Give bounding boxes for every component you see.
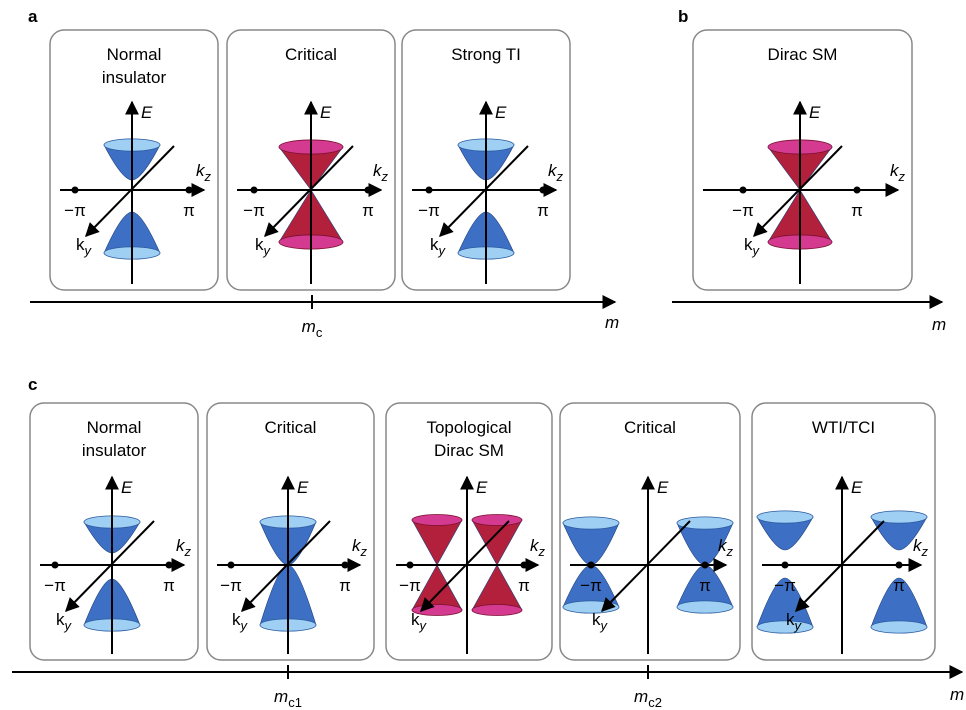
pi-label: π	[339, 576, 351, 595]
pi-point	[740, 187, 747, 194]
energy-label: E	[851, 478, 863, 497]
kz-label-sub: z	[184, 544, 192, 559]
tick-label: mc1	[274, 687, 302, 710]
box-title: Topological	[426, 418, 511, 437]
energy-label: E	[476, 478, 488, 497]
tick-label: mc	[302, 317, 323, 340]
pi-label: π	[537, 201, 549, 220]
axis-label: m	[950, 685, 964, 704]
kz-label-sub: z	[360, 544, 368, 559]
pi-label: π	[183, 201, 195, 220]
pi-label: −π	[580, 576, 602, 595]
energy-label: E	[121, 478, 133, 497]
kz-label-sub: z	[898, 169, 906, 184]
band-edge	[677, 517, 733, 529]
band-edge	[472, 515, 522, 526]
pi-label: π	[699, 576, 711, 595]
kz-label-sub: z	[726, 544, 734, 559]
kz-label-sub: z	[538, 544, 546, 559]
pi-label: π	[518, 576, 530, 595]
panel-letter: b	[678, 7, 688, 26]
pi-label: −π	[399, 576, 421, 595]
band-edge	[412, 605, 462, 616]
energy-label: E	[141, 103, 153, 122]
energy-label: E	[809, 103, 821, 122]
pi-label: −π	[418, 201, 440, 220]
band-edge	[757, 511, 813, 523]
pi-point	[521, 562, 528, 569]
box-title: insulator	[102, 68, 167, 87]
pi-label: −π	[774, 576, 796, 595]
box-title: Critical	[265, 418, 317, 437]
kz-label-sub: z	[381, 169, 389, 184]
pi-point	[540, 187, 547, 194]
box-title: Critical	[624, 418, 676, 437]
tick-label-sub: c2	[648, 695, 662, 710]
pi-point	[365, 187, 372, 194]
box-title: Normal	[87, 418, 142, 437]
pi-point	[426, 187, 433, 194]
pi-point	[72, 187, 79, 194]
axis-label: m	[932, 315, 946, 334]
pi-label: −π	[220, 576, 242, 595]
tick-label-sub: c1	[288, 695, 302, 710]
pi-point	[251, 187, 258, 194]
pi-point	[854, 187, 861, 194]
box-title: WTI/TCI	[812, 418, 875, 437]
box-title: insulator	[82, 441, 147, 460]
box-title: Critical	[285, 45, 337, 64]
tick-label-base: m	[634, 687, 648, 706]
band-edge	[412, 515, 462, 526]
kz-label-sub: z	[204, 169, 212, 184]
box-title: Strong TI	[451, 45, 521, 64]
panel-letter: c	[28, 375, 37, 394]
energy-label: E	[297, 478, 309, 497]
box-title: Dirac SM	[768, 45, 838, 64]
band-edge	[871, 621, 927, 633]
box-title: Dirac SM	[434, 441, 504, 460]
pi-label: −π	[732, 201, 754, 220]
band-edge	[677, 601, 733, 613]
panel-letter: a	[28, 7, 38, 26]
energy-label: E	[320, 103, 332, 122]
energy-label: E	[495, 103, 507, 122]
kz-label-sub: z	[921, 544, 929, 559]
pi-point	[896, 562, 903, 569]
pi-label: π	[362, 201, 374, 220]
pi-point	[407, 562, 414, 569]
pi-label: π	[163, 576, 175, 595]
band-edge	[757, 621, 813, 633]
pi-point	[782, 562, 789, 569]
box-title: Normal	[107, 45, 162, 64]
kz-label-sub: z	[556, 169, 564, 184]
pi-label: −π	[243, 201, 265, 220]
band-edge	[472, 605, 522, 616]
pi-point	[52, 562, 59, 569]
pi-point	[228, 562, 235, 569]
pi-point	[702, 562, 709, 569]
tick-label: mc2	[634, 687, 662, 710]
pi-label: π	[851, 201, 863, 220]
tick-label-base: m	[302, 317, 316, 336]
pi-point	[588, 562, 595, 569]
band-edge	[871, 511, 927, 523]
band-edge	[563, 517, 619, 529]
pi-point	[342, 562, 349, 569]
pi-point	[186, 187, 193, 194]
axis-label: m	[605, 313, 619, 332]
pi-label: π	[893, 576, 905, 595]
pi-label: −π	[44, 576, 66, 595]
tick-label-base: m	[274, 687, 288, 706]
figure: abcNormalinsulator−ππEkzkyCritical−ππEkz…	[0, 0, 966, 710]
pi-label: −π	[64, 201, 86, 220]
energy-label: E	[657, 478, 669, 497]
pi-point	[166, 562, 173, 569]
tick-label-sub: c	[316, 325, 323, 340]
